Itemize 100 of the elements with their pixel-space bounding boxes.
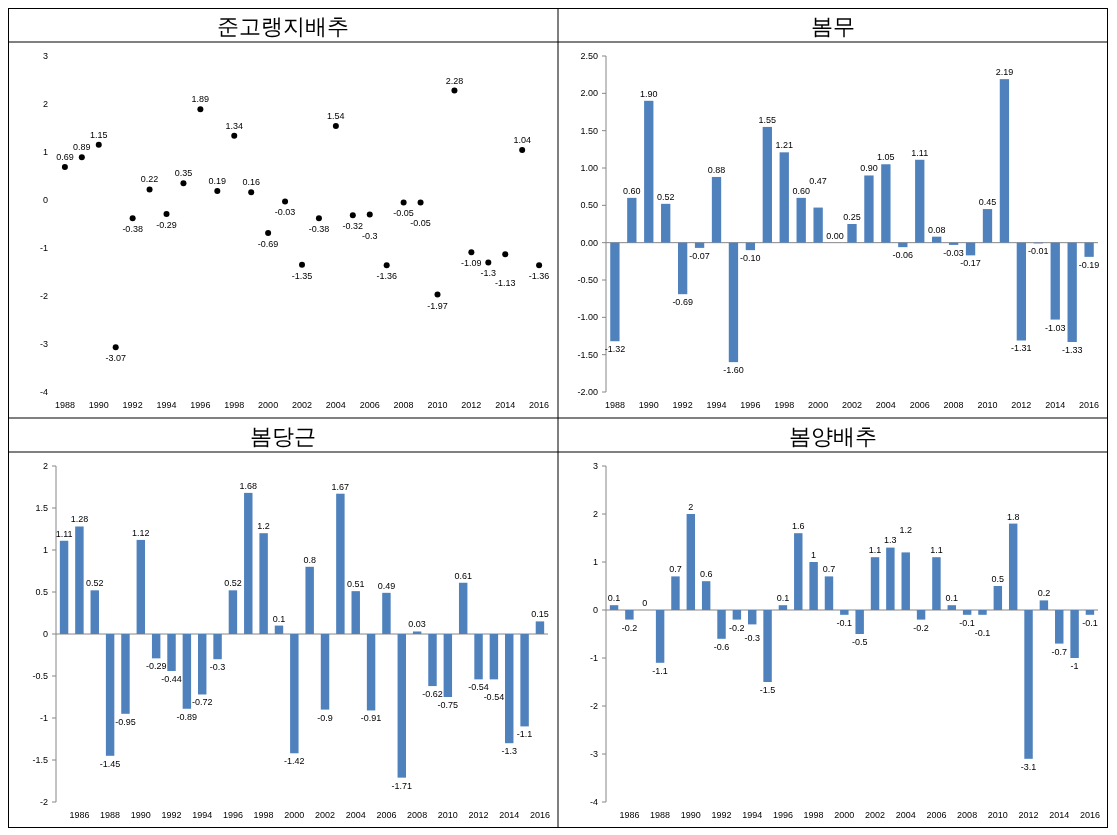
- y-tick-label: -2: [39, 796, 48, 807]
- data-label: -0.05: [410, 218, 431, 229]
- x-tick-label: 1996: [222, 810, 243, 820]
- data-label: 0.89: [73, 141, 91, 152]
- data-label: -1.97: [427, 300, 448, 311]
- point: [265, 230, 272, 237]
- data-label: 0.90: [860, 163, 878, 174]
- y-tick-label: 0: [42, 194, 48, 205]
- data-label: -1.1: [652, 665, 668, 676]
- data-label: 1.90: [640, 88, 658, 99]
- bar: [1008, 523, 1018, 610]
- x-tick-label: 2002: [841, 400, 863, 410]
- data-label: 1.2: [257, 521, 270, 532]
- data-label: -0.3: [209, 662, 226, 673]
- data-label: 0.52: [224, 578, 242, 589]
- bar: [962, 610, 972, 615]
- data-label: 1.04: [513, 135, 531, 146]
- data-label: -0.54: [483, 692, 505, 703]
- data-label: 1.54: [327, 111, 345, 122]
- bar: [932, 236, 942, 243]
- data-label: 1.89: [191, 94, 210, 105]
- x-tick-label: 1996: [772, 810, 793, 820]
- data-label: 0.1: [272, 613, 286, 624]
- bar: [762, 126, 772, 243]
- y-tick-label: 2.50: [580, 50, 598, 61]
- bar: [732, 610, 742, 620]
- bar: [121, 634, 130, 714]
- y-tick-label: -1: [39, 712, 48, 723]
- x-tick-label: 2004: [895, 810, 916, 820]
- data-label: -0.17: [960, 258, 981, 269]
- bar: [932, 557, 941, 610]
- data-label: 1.34: [225, 120, 244, 131]
- data-label: -3.07: [105, 353, 126, 364]
- point: [332, 123, 339, 130]
- x-tick-label: 1994: [192, 810, 213, 820]
- data-label: -0.44: [161, 673, 182, 684]
- data-label: -0.54: [468, 682, 489, 693]
- y-tick-label: -2: [589, 700, 598, 711]
- point: [163, 210, 170, 217]
- bar: [748, 610, 757, 625]
- x-tick-label: 2000: [808, 400, 829, 410]
- bar: [1050, 242, 1060, 320]
- data-label: 1.68: [239, 480, 258, 491]
- x-tick-label: 1992: [672, 400, 693, 410]
- data-label: 2: [688, 502, 694, 512]
- bar: [677, 242, 688, 295]
- bar: [1067, 242, 1077, 342]
- bar: [965, 242, 976, 256]
- y-tick-label: 3: [42, 50, 48, 61]
- bar: [213, 634, 222, 660]
- data-label: -1.09: [461, 258, 482, 269]
- x-tick-label: 2010: [427, 400, 448, 410]
- bar: [489, 634, 499, 680]
- data-label: 0.15: [531, 609, 549, 620]
- data-label: 1.15: [90, 129, 108, 140]
- point: [383, 262, 390, 269]
- data-label: 0.47: [809, 175, 827, 186]
- bar: [661, 203, 671, 243]
- data-label: 1.2: [899, 525, 912, 536]
- bar: [320, 634, 330, 710]
- data-label: 0.08: [927, 224, 946, 235]
- x-tick-label: 1988: [100, 810, 121, 820]
- bar: [644, 100, 654, 243]
- data-label: -0.3: [361, 231, 378, 242]
- x-tick-label: 1988: [650, 810, 671, 820]
- data-label: 0.1: [776, 593, 790, 604]
- data-label: 0.35: [174, 168, 193, 179]
- x-tick-label: 2002: [315, 810, 336, 820]
- data-label: 0.60: [792, 185, 810, 196]
- data-label: 1.67: [331, 481, 350, 492]
- bar: [778, 605, 788, 610]
- point: [95, 141, 102, 148]
- data-label: 0.00: [826, 230, 844, 241]
- data-label: 1.3: [884, 535, 897, 546]
- data-label: 1.1: [868, 545, 882, 556]
- bar: [198, 634, 207, 695]
- data-label: -1.1: [516, 729, 533, 740]
- x-tick-label: 2016: [1079, 810, 1100, 820]
- y-tick-label: -1: [589, 652, 598, 663]
- data-label: -0.69: [672, 297, 693, 308]
- data-label: -0.05: [393, 208, 414, 219]
- bar: [947, 605, 956, 610]
- point: [282, 198, 289, 205]
- x-tick-label: 1990: [88, 400, 109, 410]
- point: [231, 132, 238, 139]
- data-label: 0.22: [140, 174, 159, 185]
- point: [315, 215, 322, 222]
- y-tick-label: -1.00: [577, 312, 598, 323]
- x-tick-label: 2012: [1018, 810, 1039, 820]
- x-tick-label: 1998: [803, 810, 824, 820]
- bar: [351, 591, 360, 634]
- point: [417, 199, 424, 206]
- point: [214, 187, 221, 194]
- x-tick-label: 2012: [1011, 400, 1032, 410]
- x-tick-label: 1992: [122, 400, 143, 410]
- data-label: 0: [642, 598, 648, 608]
- data-label: -0.3: [744, 632, 760, 643]
- point: [299, 261, 305, 268]
- bar: [779, 152, 789, 243]
- data-label: -1.3: [480, 268, 497, 279]
